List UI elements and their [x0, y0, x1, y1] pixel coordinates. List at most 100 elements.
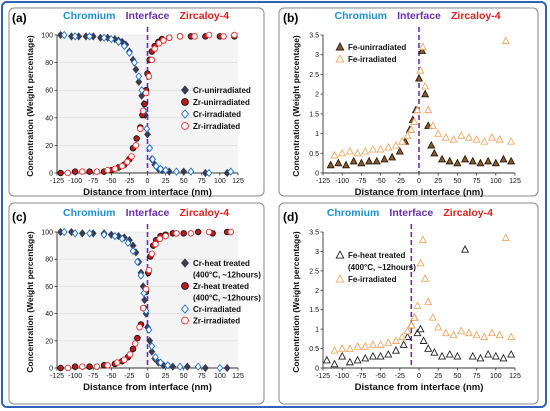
data-point [330, 150, 339, 159]
data-point [484, 349, 493, 358]
data-point [388, 152, 397, 161]
data-point [216, 363, 224, 373]
data-point [326, 160, 335, 169]
data-point [156, 235, 164, 243]
data-point [121, 356, 128, 364]
y-tick-label: 1.5 [309, 111, 319, 118]
legend-label: Cr-irradiated [193, 110, 241, 119]
data-point [441, 133, 450, 141]
data-point [152, 161, 160, 171]
data-point [395, 146, 404, 155]
data-point [449, 330, 458, 339]
y-tick-label: 40 [45, 115, 53, 122]
y-axis-label: Concentration (Weight percentage) [25, 231, 35, 373]
data-point [146, 336, 154, 345]
x-tick-label: -50 [376, 178, 386, 185]
legend-label: Zr-irradiated [193, 317, 240, 326]
x-tick-label: -25 [395, 178, 405, 185]
data-point [384, 338, 393, 346]
data-point [391, 140, 401, 149]
x-tick-label: -75 [356, 178, 366, 185]
x-tick-label: 50 [180, 373, 188, 380]
region-label-zircaloy: Zircaloy-4 [180, 10, 230, 22]
data-point [71, 32, 79, 41]
data-point [145, 266, 153, 274]
data-point [202, 363, 209, 373]
series-fe-irradiated [330, 233, 516, 354]
data-point [135, 72, 143, 81]
x-tick-label: 25 [434, 178, 442, 185]
data-point [376, 144, 385, 153]
panel-frame [8, 7, 265, 197]
panel-label: (a) [12, 11, 27, 25]
data-point [418, 235, 427, 243]
legend-label: Zr-irradiated [193, 122, 240, 131]
x-tick-label: 100 [214, 178, 226, 185]
data-point [164, 361, 172, 370]
data-point [227, 167, 235, 176]
x-tick-label: -100 [68, 373, 82, 380]
y-tick-label: 0.5 [309, 151, 319, 158]
y-tick-label: 2 [315, 92, 319, 99]
y-tick-label: 0 [49, 366, 53, 373]
data-point [227, 228, 235, 236]
data-point [131, 340, 139, 347]
data-point [139, 304, 147, 312]
data-point [480, 332, 489, 341]
data-point [338, 351, 347, 360]
data-point [413, 301, 422, 309]
data-point [384, 142, 393, 151]
x-tick-label: -100 [335, 178, 349, 185]
data-point [507, 332, 516, 341]
x-tick-label: -25 [124, 373, 134, 380]
data-point [322, 355, 331, 364]
data-point [353, 342, 362, 350]
data-point [79, 363, 86, 370]
panel-label: (c) [12, 210, 27, 224]
y-tick-label: 1 [315, 327, 319, 334]
region-label-zircaloy: Zircaloy-4 [180, 207, 230, 219]
data-point [424, 344, 433, 352]
data-point [399, 340, 408, 348]
data-point [361, 342, 370, 350]
x-tick-label: -125 [50, 178, 64, 185]
data-point [416, 324, 425, 333]
data-point [115, 37, 122, 47]
x-tick-label: -75 [356, 373, 366, 380]
data-point [205, 228, 213, 236]
data-point [126, 351, 134, 358]
data-point [507, 136, 516, 145]
data-point [398, 136, 407, 145]
data-point [220, 33, 227, 40]
data-point [353, 355, 362, 364]
data-point [419, 336, 428, 344]
data-point [334, 158, 343, 167]
legend-label: Cr-heat treated [193, 259, 250, 268]
panel-label: (b) [283, 11, 298, 25]
data-point [376, 351, 385, 360]
data-point [180, 230, 187, 237]
data-point [365, 156, 374, 165]
data-point [131, 58, 138, 67]
data-point [135, 77, 143, 87]
legend: Fe-heat treated (400°C, ~12hours) Fe-irrad… [335, 250, 416, 284]
y-tick-label: 0 [315, 171, 319, 178]
data-point [457, 326, 466, 335]
data-point [223, 363, 231, 373]
x-tick-label: 100 [490, 373, 502, 380]
data-point [132, 65, 140, 74]
y-tick-label: 20 [45, 143, 53, 150]
data-point [501, 233, 510, 241]
data-point [194, 362, 202, 371]
data-point [476, 353, 485, 362]
data-point [146, 144, 154, 153]
data-point [398, 332, 407, 341]
x-tick-label: 75 [473, 373, 481, 380]
y-tick-label: 20 [45, 338, 53, 345]
x-tick-label: -50 [106, 178, 116, 185]
data-point [60, 227, 68, 237]
legend-label: Zr-heat treated [193, 282, 249, 291]
data-point [403, 332, 412, 341]
data-point [148, 250, 156, 258]
data-point [410, 117, 419, 125]
